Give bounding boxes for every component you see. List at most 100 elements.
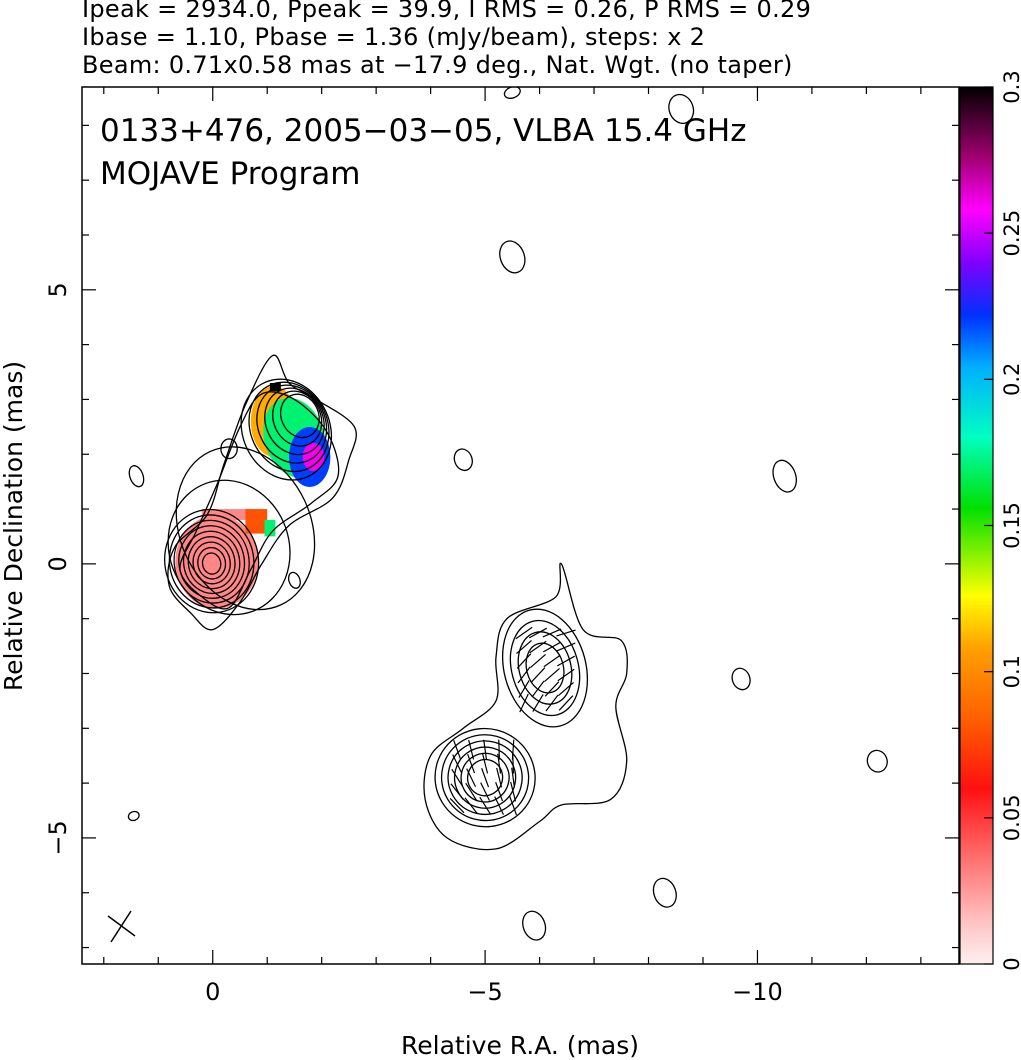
evpa-vector [450,783,464,800]
evpa-vector [466,768,477,787]
evpa-vector [496,767,503,788]
evpa-vector [558,695,574,711]
beam-marker [107,910,136,943]
evpa-vector [532,694,544,712]
evpa-vector [497,753,502,774]
contour-noise-island [668,93,695,124]
map-title: 0133+476, 2005−03−05, VLBA 15.4 GHz [100,113,746,149]
contour-inner-jet [248,381,330,473]
contour-inner-jet [264,387,325,456]
contour-outer-feature-north [517,631,573,705]
evpa-vector [556,655,576,667]
evpa-vector [519,693,529,713]
colorbar-tick-label: 0.2 [1000,363,1021,396]
evpa-vector [464,797,478,814]
evpa-vector [510,781,517,802]
evpa-vector [515,626,533,640]
contour-core [192,541,231,585]
contour-core [163,508,260,614]
header-line-2: Ibase = 1.10, Pbase = 1.36 (mJy/beam), s… [82,23,706,51]
evpa-vector [531,680,545,698]
colorbar-tick-label: 0.15 [1000,502,1021,549]
evpa-vector [449,798,465,814]
colorbar-tick-label: 0.3 [1000,70,1021,103]
contour-core [175,446,316,611]
contour-core [182,530,241,595]
x-tick-label: −5 [467,978,502,1006]
evpa-vector [530,653,546,669]
contour-noise-island [866,749,888,773]
pol-region-core-edge [245,509,268,534]
evpa-vector [453,740,462,760]
evpa-vector [543,654,561,668]
evpa-vector [542,641,562,653]
evpa-vector [544,681,560,697]
evpa-vector [483,739,488,760]
colorbar-tick-label: 0.25 [1000,210,1021,257]
evpa-vector [529,640,547,654]
contour-noise-island [522,910,547,941]
y-tick-label: −5 [44,820,72,855]
evpa-vector [451,768,463,787]
evpa-vector [511,767,516,788]
contour-noise-island [652,877,677,908]
x-tick-label: −10 [732,978,783,1006]
contour-core [187,536,236,590]
y-tick-label: 5 [44,282,72,297]
evpa-vectors [449,626,576,816]
contour-outer-feature-south [440,734,530,822]
evpa-vector [530,667,546,683]
header-line-3: Beam: 0.71x0.58 mas at −17.9 deg., Nat. … [82,51,793,79]
contour-core-jet-envelope [179,391,340,610]
evpa-vector [479,796,491,815]
evpa-vector [557,668,575,682]
contour-noise-island [499,240,526,274]
contour-noise-island [287,571,301,589]
contour-inner-jet [240,378,333,481]
evpa-vector [556,642,576,652]
contour-inner-jet [256,384,328,464]
evpa-vector [467,754,476,774]
evpa-vector [556,629,576,637]
plot-frame [81,86,960,965]
evpa-vector [516,653,532,669]
contour-outer-feature-north [509,619,581,717]
contour-outer-feature-north [501,608,589,728]
evpa-vector [468,739,475,760]
colorbar-tick-label: 0.05 [1000,794,1021,841]
evpa-vector [494,796,505,815]
map-subtitle: MOJAVE Program [100,156,360,192]
evpa-vector [518,680,530,698]
y-axis-label: Relative Declination (mas) [0,361,28,691]
evpa-vector [545,694,559,712]
evpa-vector [544,667,560,683]
contour-outer-feature-south [434,727,536,828]
contour-inner-jet [220,438,238,460]
pol-region-core-edge [264,520,276,537]
evpa-vector [512,753,515,774]
evpa-vector [495,782,504,802]
evpa-vector [452,754,463,773]
contour-noise-island [128,465,145,488]
contour-core [167,479,291,616]
contour-core [173,519,250,604]
evpa-vector [517,666,531,684]
contour-noise-island [772,459,798,493]
contour-noise-island [127,810,140,822]
evpa-vector [482,753,489,774]
header-line-1: Ipeak = 2934.0, Ppeak = 39.9, I RMS = 0.… [82,0,812,23]
contour-core [197,546,227,580]
contour-outer-envelope [423,562,628,851]
contour-inner-jet [272,390,323,447]
evpa-vector [465,782,477,801]
evpa-vector [509,796,518,816]
evpa-vector [542,628,562,638]
y-tick-label: 0 [44,556,72,571]
contour-core [201,552,222,575]
contour-outer-feature-south [460,752,510,803]
colorbar-tick-label: 0 [1000,957,1021,970]
contour-noise-island [453,448,473,472]
contour-inner-jet [279,393,320,439]
x-axis-label: Relative R.A. (mas) [401,1031,639,1060]
